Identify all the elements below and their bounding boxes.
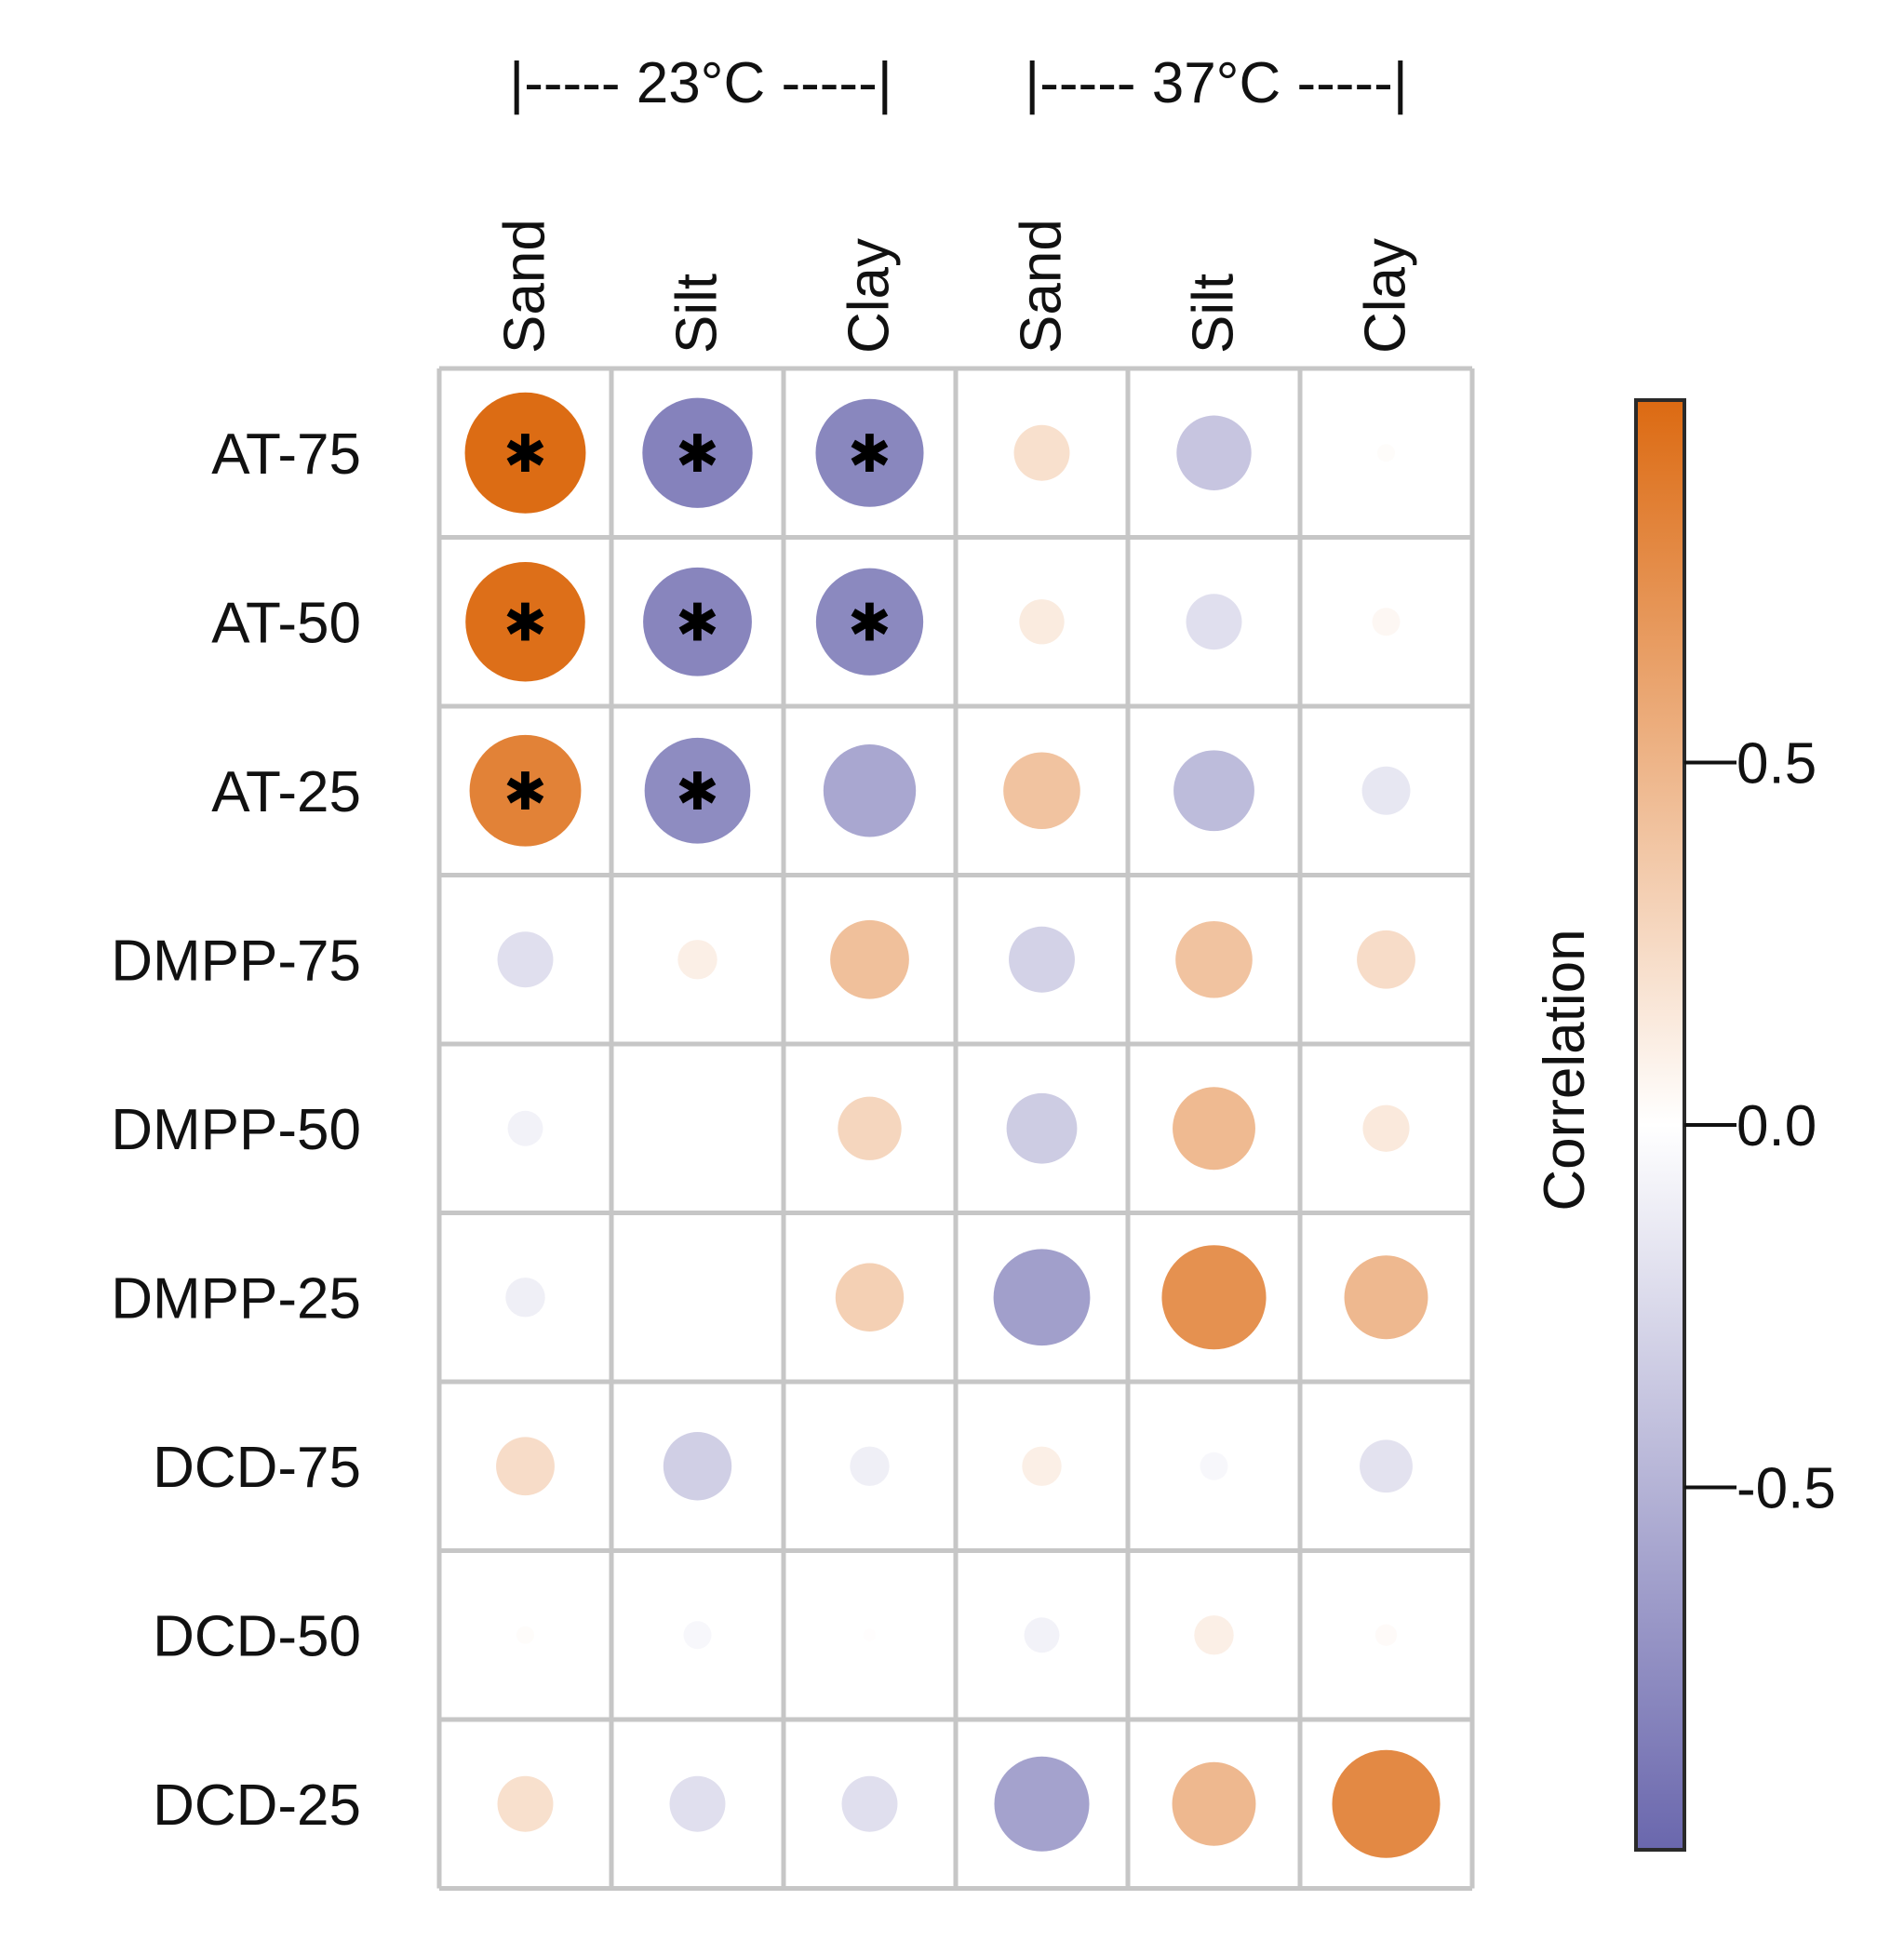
correlation-bubble — [815, 398, 924, 507]
correlation-bubble — [1003, 752, 1080, 830]
row-label: DMPP-75 — [111, 929, 361, 993]
significance-marker: ✱ — [676, 593, 719, 653]
row-label: AT-75 — [211, 422, 361, 487]
colorbar: 0.5 0.0 -0.5 Correlation — [1533, 398, 1836, 1852]
correlation-bubble — [663, 1432, 732, 1501]
correlation-bubble — [1022, 1446, 1062, 1486]
significance-marker: ✱ — [848, 424, 892, 485]
colorbar-tick-label: 0.5 — [1736, 732, 1817, 796]
correlation-bubble — [677, 940, 717, 980]
row-labels: AT-75 AT-50 AT-25 DMPP-75 DMPP-50 DMPP-25 DCD-… — [111, 422, 361, 1838]
correlation-bubble — [1362, 1104, 1410, 1152]
colorbar-ticks: 0.5 0.0 -0.5 — [1684, 732, 1836, 1521]
column-label: Clay — [838, 238, 902, 354]
column-label: Silt — [1182, 274, 1246, 354]
correlation-bubble — [815, 568, 924, 676]
correlation-bubble — [1173, 750, 1254, 832]
correlation-bubble — [505, 1278, 545, 1318]
correlation-bubble — [469, 734, 582, 847]
significance-marker: ✱ — [503, 593, 547, 653]
correlation-bubble — [838, 1096, 902, 1160]
row-label: DMPP-50 — [111, 1098, 361, 1162]
correlation-bubble — [516, 1626, 534, 1644]
correlation-bubble — [669, 1775, 726, 1832]
correlation-bubble — [1360, 1439, 1413, 1493]
correlation-bubble — [1361, 766, 1411, 815]
correlation-bubble — [465, 561, 585, 682]
row-label: DMPP-25 — [111, 1266, 361, 1331]
group-label-23c: |----- 23°C -----| — [509, 51, 892, 115]
correlation-bubble — [1200, 1452, 1228, 1480]
grid — [436, 366, 1475, 1891]
colorbar-tick-label: 0.0 — [1736, 1094, 1817, 1158]
significance-marker: ✱ — [848, 593, 892, 653]
column-label: Clay — [1354, 238, 1418, 354]
significance-marker: ✱ — [503, 762, 547, 823]
colorbar-tick-label: -0.5 — [1736, 1457, 1836, 1521]
correlation-bubble — [841, 1775, 898, 1832]
row-label: DCD-25 — [153, 1773, 361, 1838]
correlation-bubble — [1357, 930, 1415, 989]
group-labels: |----- 23°C -----| |----- 37°C -----| — [509, 51, 1408, 115]
correlation-bubble — [497, 1775, 554, 1832]
correlation-bubble — [1019, 599, 1065, 645]
correlation-bubble — [496, 1437, 555, 1496]
correlation-bubble — [683, 1621, 712, 1650]
correlation-bubble — [1024, 1617, 1060, 1653]
column-labels: Sand Silt Clay Sand Silt Clay — [493, 219, 1418, 354]
correlation-bubble — [507, 1110, 543, 1146]
correlation-bubble — [1377, 444, 1395, 462]
column-label: Sand — [1010, 219, 1074, 354]
correlation-bubble — [642, 397, 753, 508]
column-label: Sand — [493, 219, 557, 354]
correlation-bubble — [1194, 1615, 1234, 1655]
correlation-bubble — [1344, 1255, 1428, 1340]
correlation-bubble — [643, 567, 752, 676]
correlation-bubble — [1013, 424, 1070, 481]
correlation-bubble — [644, 737, 751, 844]
row-label: DCD-50 — [153, 1604, 361, 1668]
correlation-bubble — [1176, 415, 1252, 490]
significance-marker: ✱ — [503, 424, 547, 485]
correlation-bubble — [464, 392, 586, 514]
colorbar-title: Correlation — [1533, 929, 1597, 1211]
correlation-bubble — [1173, 1087, 1255, 1171]
correlation-bubble — [863, 1628, 877, 1641]
column-label: Silt — [665, 274, 730, 354]
correlation-bubble — [1372, 608, 1401, 636]
colorbar-gradient — [1636, 400, 1684, 1850]
row-label: DCD-75 — [153, 1436, 361, 1500]
correlation-bubble — [1161, 1245, 1267, 1350]
correlation-bubble — [1175, 920, 1253, 998]
correlation-bubble — [830, 919, 909, 999]
correlation-bubble — [994, 1756, 1090, 1852]
correlation-bubble — [1009, 926, 1075, 993]
correlation-bubble — [1172, 1761, 1256, 1846]
correlation-bubble — [497, 931, 554, 988]
correlation-bubble — [823, 744, 917, 837]
significance-marker: ✱ — [676, 762, 719, 823]
correlation-bubble — [1332, 1749, 1441, 1858]
correlation-bubble — [1186, 594, 1242, 650]
correlation-bubble — [993, 1249, 1091, 1346]
correlation-bubble — [835, 1263, 905, 1332]
group-label-37c: |----- 37°C -----| — [1025, 51, 1408, 115]
correlation-bubble — [1006, 1092, 1078, 1164]
correlation-bubble — [850, 1446, 890, 1486]
row-label: AT-25 — [211, 760, 361, 824]
row-label: AT-50 — [211, 591, 361, 655]
significance-marker: ✱ — [676, 424, 719, 485]
bubbles: ✱ ✱ ✱ ✱ ✱ ✱ ✱ ✱ — [464, 392, 1441, 1858]
correlation-bubble — [1374, 1624, 1398, 1646]
